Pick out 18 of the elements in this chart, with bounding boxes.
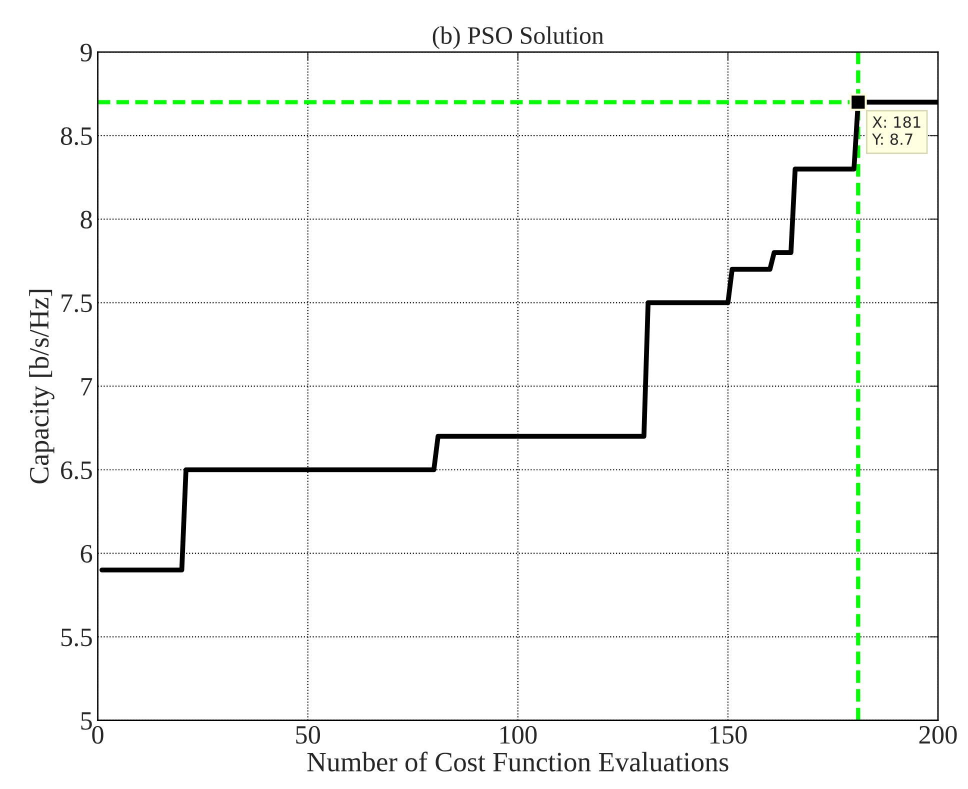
x-tick-label: 50 [296,726,320,744]
annotation: X: 181 Y: 8.7 [872,116,920,146]
y-tick-label: 7.5 [62,294,92,312]
y-tick-label: 9 [80,44,92,62]
y-tick-label: 8.5 [60,127,92,146]
y-tick-label: 5.5 [61,628,92,646]
y-tick-label: 7 [81,378,92,396]
x-tick-label: 100 [500,726,537,744]
x-axis-title: Number of Cost Function Evaluations [307,752,728,772]
y-tick-label: 8 [80,210,92,229]
x-tick-label: 150 [710,726,747,744]
chart-title: (b) PSO Solution [432,26,604,50]
x-tick-label: 200 [919,726,957,744]
x-tick-label: 0 [92,726,104,744]
y-tick-label: 6 [80,544,92,563]
y-axis-title: Capacity [b/s/Hz] [29,290,54,484]
y-tick-label: 6.5 [61,461,92,480]
y-tick-label: 5 [81,712,92,730]
